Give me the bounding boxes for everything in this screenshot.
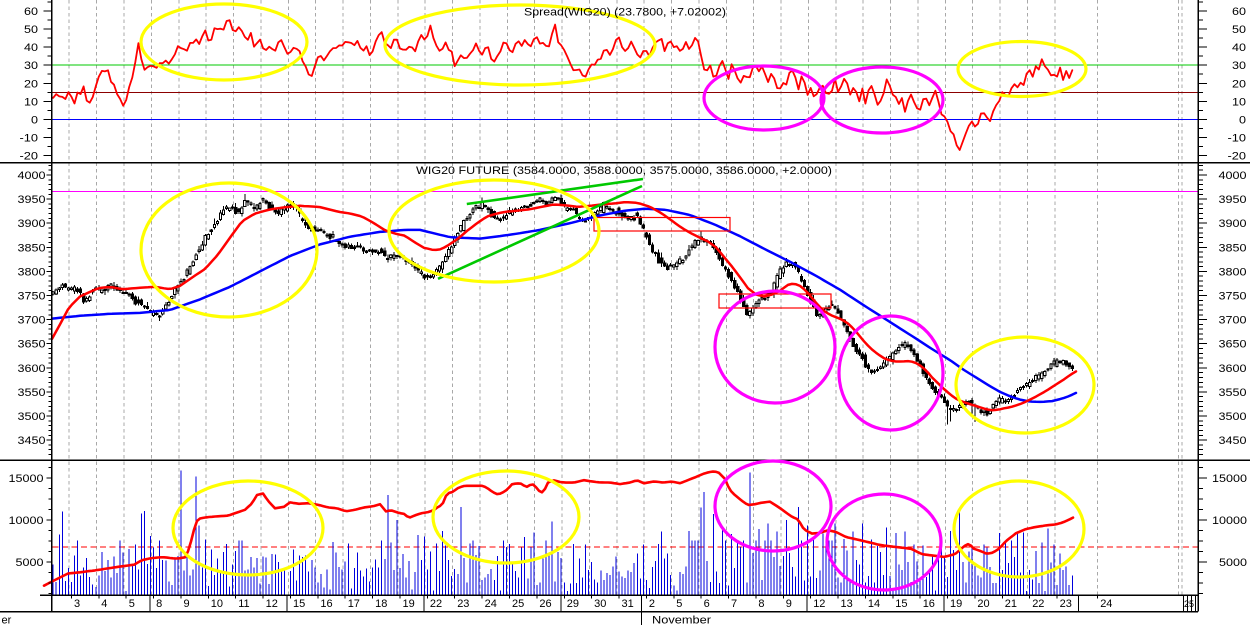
svg-text:3750: 3750 (1219, 291, 1247, 303)
svg-text:3800: 3800 (18, 266, 46, 278)
svg-text:3950: 3950 (1219, 194, 1247, 206)
svg-text:3750: 3750 (18, 291, 46, 303)
svg-text:24: 24 (485, 598, 497, 610)
svg-text:3650: 3650 (18, 339, 46, 351)
svg-text:3550: 3550 (18, 387, 46, 399)
svg-text:-10: -10 (1228, 133, 1247, 145)
svg-text:-20: -20 (20, 151, 39, 163)
svg-text:3600: 3600 (1219, 363, 1247, 375)
svg-text:18: 18 (375, 598, 387, 610)
svg-text:26: 26 (539, 598, 551, 610)
svg-text:7: 7 (731, 598, 737, 610)
svg-text:er: er (2, 615, 12, 627)
svg-text:9: 9 (184, 598, 190, 610)
svg-text:4000: 4000 (1219, 170, 1247, 182)
svg-text:11: 11 (238, 598, 249, 610)
svg-text:14: 14 (868, 598, 880, 610)
svg-text:3950: 3950 (18, 194, 46, 206)
svg-text:WIG20 FUTURE (3584.0000, 3588.: WIG20 FUTURE (3584.0000, 3588.0000, 3575… (416, 165, 832, 177)
svg-text:3900: 3900 (18, 218, 46, 230)
svg-text:60: 60 (24, 6, 38, 18)
svg-text:5000: 5000 (1219, 557, 1247, 569)
svg-text:3550: 3550 (1219, 387, 1247, 399)
svg-text:3700: 3700 (1219, 315, 1247, 327)
svg-text:3850: 3850 (1219, 242, 1247, 254)
svg-text:3650: 3650 (1219, 339, 1247, 351)
svg-text:Spread(WIG20) (23.7800, +7.020: Spread(WIG20) (23.7800, +7.02002) (524, 7, 726, 19)
svg-text:22: 22 (1032, 598, 1044, 610)
svg-text:3450: 3450 (18, 435, 46, 447)
svg-text:3850: 3850 (18, 242, 46, 254)
svg-text:3500: 3500 (1219, 411, 1247, 423)
svg-text:4000: 4000 (18, 170, 46, 182)
svg-text:15: 15 (895, 598, 907, 610)
svg-text:12: 12 (266, 598, 278, 610)
svg-text:30: 30 (594, 598, 606, 610)
svg-text:23: 23 (1060, 598, 1072, 610)
svg-text:6: 6 (704, 598, 710, 610)
svg-text:60: 60 (1232, 6, 1246, 18)
svg-text:50: 50 (1232, 24, 1246, 36)
svg-text:30: 30 (1232, 60, 1246, 72)
svg-text:4: 4 (101, 598, 107, 610)
svg-text:12: 12 (813, 598, 825, 610)
svg-text:31: 31 (622, 598, 634, 610)
svg-text:8: 8 (156, 598, 162, 610)
svg-text:30: 30 (24, 60, 38, 72)
svg-text:10: 10 (1232, 96, 1246, 108)
svg-text:10000: 10000 (9, 515, 44, 527)
svg-text:9: 9 (786, 598, 792, 610)
svg-text:15: 15 (293, 598, 305, 610)
svg-text:19: 19 (403, 598, 415, 610)
svg-text:24: 24 (1100, 598, 1112, 610)
svg-text:November: November (652, 615, 711, 627)
svg-text:16: 16 (923, 598, 935, 610)
svg-text:-10: -10 (20, 133, 39, 145)
svg-text:23: 23 (457, 598, 469, 610)
svg-text:3900: 3900 (1219, 218, 1247, 230)
svg-text:25: 25 (1184, 599, 1194, 609)
svg-text:13: 13 (841, 598, 853, 610)
svg-text:3450: 3450 (1219, 435, 1247, 447)
svg-text:10000: 10000 (1212, 515, 1247, 527)
svg-text:16: 16 (320, 598, 332, 610)
svg-text:17: 17 (348, 598, 360, 610)
svg-text:20: 20 (977, 598, 989, 610)
svg-text:15000: 15000 (9, 473, 44, 485)
svg-text:50: 50 (24, 24, 38, 36)
svg-text:21: 21 (1005, 598, 1017, 610)
svg-text:2: 2 (649, 598, 655, 610)
svg-text:3800: 3800 (1219, 266, 1247, 278)
svg-text:-20: -20 (1228, 151, 1247, 163)
svg-text:0: 0 (31, 114, 38, 126)
svg-text:10: 10 (24, 96, 38, 108)
svg-text:5000: 5000 (16, 557, 44, 569)
svg-text:20: 20 (24, 78, 38, 90)
svg-text:3500: 3500 (18, 411, 46, 423)
svg-text:3: 3 (74, 598, 80, 610)
svg-text:15000: 15000 (1212, 473, 1247, 485)
svg-text:29: 29 (567, 598, 579, 610)
svg-text:25: 25 (512, 598, 524, 610)
svg-text:5: 5 (676, 598, 682, 610)
svg-text:8: 8 (758, 598, 764, 610)
svg-text:22: 22 (430, 598, 442, 610)
svg-text:19: 19 (950, 598, 962, 610)
svg-text:20: 20 (1232, 78, 1246, 90)
svg-text:0: 0 (1239, 114, 1246, 126)
svg-text:3700: 3700 (18, 315, 46, 327)
svg-text:40: 40 (1232, 42, 1246, 54)
svg-text:40: 40 (24, 42, 38, 54)
svg-text:10: 10 (211, 598, 223, 610)
svg-text:3600: 3600 (18, 363, 46, 375)
svg-text:5: 5 (129, 598, 135, 610)
